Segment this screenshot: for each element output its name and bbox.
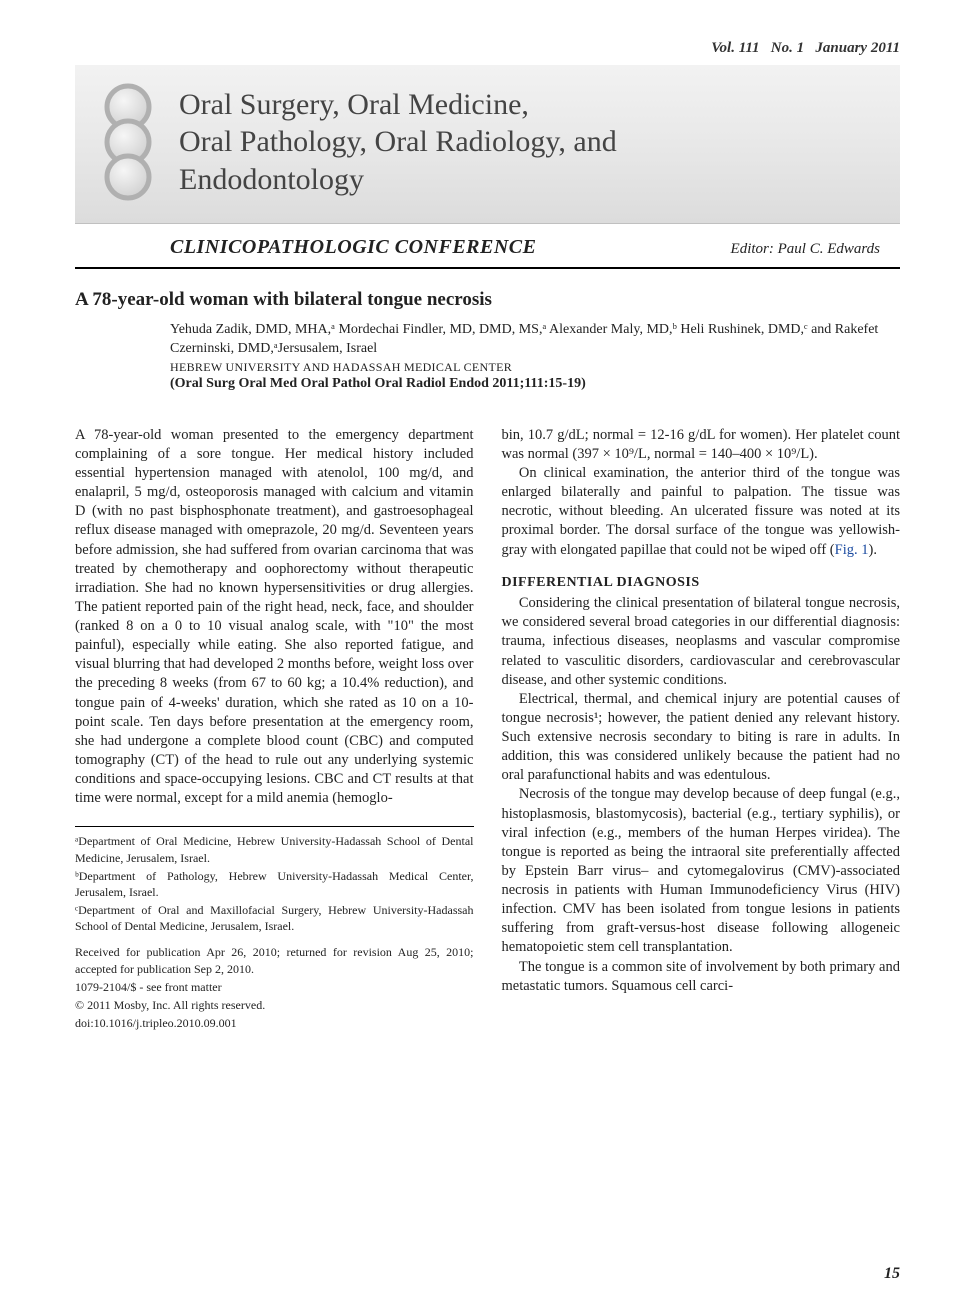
footnote-doi: doi:10.1016/j.tripleo.2010.09.001	[75, 1015, 474, 1031]
issue-vol: Vol. 111	[711, 40, 759, 56]
body-columns: A 78-year-old woman presented to the eme…	[75, 426, 900, 1032]
footnote-issn: 1079-2104/$ - see front matter	[75, 979, 474, 995]
heading-differential-diagnosis: DIFFERENTIAL DIAGNOSIS	[502, 574, 901, 592]
editor-name: Paul C. Edwards	[778, 241, 880, 257]
body-p2b: On clinical examination, the anterior th…	[502, 464, 901, 560]
body-p5: Necrosis of the tongue may develop becau…	[502, 785, 901, 957]
body-p2a: bin, 10.7 g/dL; normal = 12-16 g/dL for …	[502, 426, 901, 464]
section-name: CLINICOPATHOLOGIC CONFERENCE	[170, 236, 536, 259]
citation-line: (Oral Surg Oral Med Oral Pathol Oral Rad…	[170, 375, 900, 394]
footnote-b: ᵇDepartment of Pathology, Hebrew Univers…	[75, 868, 474, 900]
footnote-c: ᶜDepartment of Oral and Maxillofacial Su…	[75, 902, 474, 934]
editor-label: Editor:	[731, 241, 774, 257]
journal-title-line2: Oral Pathology, Oral Radiology, and	[179, 123, 617, 161]
body-p1: A 78-year-old woman presented to the eme…	[75, 426, 474, 809]
footnote-a: ᵃDepartment of Oral Medicine, Hebrew Uni…	[75, 833, 474, 865]
body-p6: The tongue is a common site of involveme…	[502, 958, 901, 996]
issue-line: Vol. 111 No. 1 January 2011	[75, 40, 900, 57]
issue-date: January 2011	[815, 40, 900, 56]
footnotes-block: ᵃDepartment of Oral Medicine, Hebrew Uni…	[75, 826, 474, 1031]
footnote-received: Received for publication Apr 26, 2010; r…	[75, 944, 474, 976]
journal-title: Oral Surgery, Oral Medicine, Oral Pathol…	[179, 86, 617, 199]
figure-1-link[interactable]: Fig. 1	[835, 542, 869, 558]
journal-masthead: Oral Surgery, Oral Medicine, Oral Pathol…	[75, 65, 900, 224]
footnote-copyright: © 2011 Mosby, Inc. All rights reserved.	[75, 997, 474, 1013]
authors-line: Yehuda Zadik, DMD, MHA,ᵃ Mordechai Findl…	[170, 321, 900, 359]
journal-title-line3: Endodontology	[179, 161, 617, 199]
issue-no: No. 1	[771, 40, 804, 56]
journal-rings-icon	[95, 83, 161, 201]
authors-block: Yehuda Zadik, DMD, MHA,ᵃ Mordechai Findl…	[75, 321, 900, 394]
institution-line: HEBREW UNIVERSITY AND HADASSAH MEDICAL C…	[170, 359, 900, 375]
section-editor: Editor: Paul C. Edwards	[731, 241, 880, 258]
body-p2b-end: ).	[868, 542, 876, 558]
page-number: 15	[884, 1265, 900, 1283]
article-title: A 78-year-old woman with bilateral tongu…	[75, 289, 900, 311]
body-p4: Electrical, thermal, and chemical injury…	[502, 690, 901, 786]
journal-title-line1: Oral Surgery, Oral Medicine,	[179, 86, 617, 124]
body-p3: Considering the clinical presentation of…	[502, 594, 901, 690]
section-header-row: CLINICOPATHOLOGIC CONFERENCE Editor: Pau…	[75, 224, 900, 269]
